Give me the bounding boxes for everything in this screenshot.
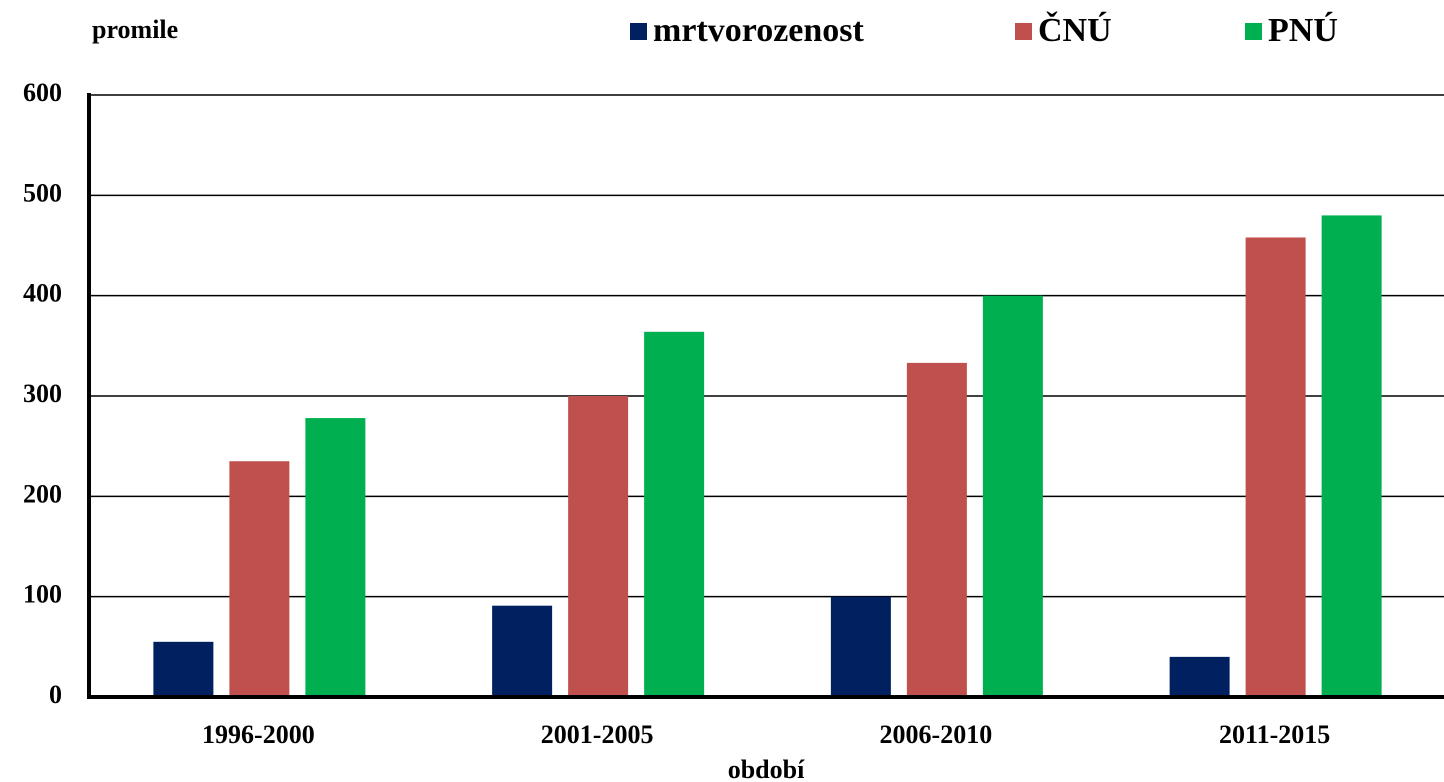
legend-swatch [1245,23,1262,40]
bar [568,396,629,697]
x-tick-label: 1996-2000 [202,720,315,749]
bar [1245,237,1306,697]
bar [229,461,290,697]
legend-label: PNÚ [1268,11,1338,49]
legend-swatch [630,23,647,40]
bar [906,362,967,697]
bar [492,605,553,697]
bar [153,641,214,697]
x-tick-label: 2006-2010 [880,720,993,749]
y-tick-label: 0 [49,680,62,709]
y-tick-label: 500 [23,178,62,207]
bar [644,331,705,697]
y-axis-label: promile [92,15,178,44]
legend-label: mrtvorozenost [653,12,865,49]
y-tick-label: 200 [23,479,62,508]
x-tick-label: 2011-2015 [1219,720,1330,749]
bar [1169,656,1230,697]
y-tick-label: 600 [23,78,62,107]
y-tick-label: 300 [23,379,62,408]
bar [830,596,891,697]
bar [305,418,366,697]
y-tick-label: 400 [23,279,62,308]
legend-swatch [1015,23,1032,40]
y-tick-label: 100 [23,580,62,609]
bar [982,295,1043,697]
x-axis-label: období [728,755,805,782]
x-tick-label: 2001-2005 [541,720,654,749]
legend-label: ČNÚ [1038,11,1112,49]
bar [1321,215,1382,697]
